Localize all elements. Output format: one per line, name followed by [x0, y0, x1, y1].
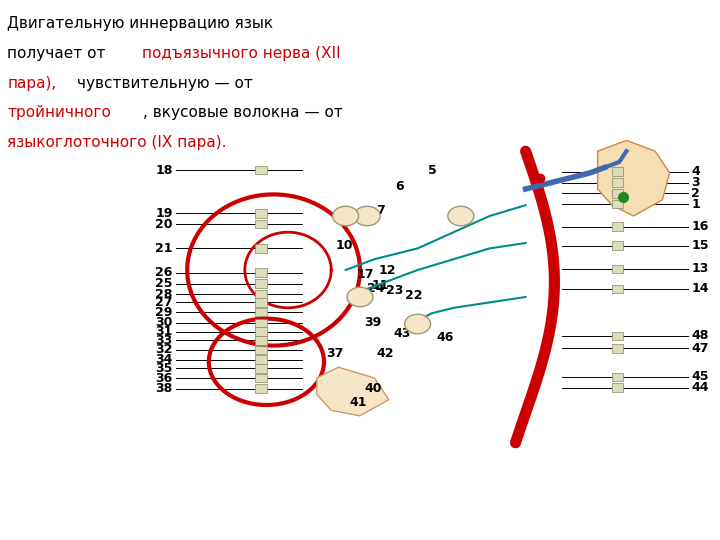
- Text: 3: 3: [691, 176, 700, 189]
- Text: тройничного: тройничного: [7, 105, 111, 120]
- Text: 23: 23: [386, 284, 403, 297]
- Text: 22: 22: [405, 289, 423, 302]
- Bar: [256, 319, 267, 327]
- Text: 21: 21: [156, 242, 173, 255]
- Text: 33: 33: [156, 334, 173, 347]
- Bar: [256, 209, 267, 218]
- Text: 46: 46: [436, 331, 454, 344]
- Text: 11: 11: [372, 279, 389, 292]
- Text: 20: 20: [156, 218, 173, 231]
- Text: 2: 2: [691, 187, 700, 200]
- Text: 43: 43: [393, 327, 410, 340]
- Text: 15: 15: [691, 239, 708, 252]
- Bar: [612, 178, 623, 187]
- Text: 35: 35: [156, 362, 173, 375]
- Text: чувствительную — от: чувствительную — от: [72, 76, 253, 91]
- Text: 1: 1: [691, 198, 700, 211]
- Bar: [612, 200, 623, 208]
- Bar: [612, 167, 623, 176]
- Bar: [612, 373, 623, 381]
- Bar: [612, 189, 623, 198]
- Text: 29: 29: [156, 306, 173, 319]
- Bar: [612, 383, 623, 392]
- Text: 44: 44: [691, 381, 708, 394]
- Text: 5: 5: [428, 164, 436, 177]
- Polygon shape: [598, 140, 670, 216]
- Text: 37: 37: [326, 347, 343, 360]
- Bar: [256, 279, 267, 288]
- Text: 25: 25: [156, 277, 173, 290]
- Bar: [612, 241, 623, 250]
- Text: 48: 48: [691, 329, 708, 342]
- Text: 47: 47: [691, 342, 708, 355]
- Text: 9: 9: [340, 207, 348, 220]
- Text: 8: 8: [359, 207, 368, 220]
- Bar: [256, 336, 267, 345]
- Text: 42: 42: [377, 347, 394, 360]
- Text: 40: 40: [364, 382, 382, 395]
- Text: 28: 28: [156, 288, 173, 301]
- Text: 18: 18: [156, 164, 173, 177]
- Bar: [256, 364, 267, 373]
- Text: 34: 34: [156, 353, 173, 366]
- Text: 10: 10: [336, 239, 353, 252]
- Circle shape: [333, 206, 359, 226]
- Circle shape: [448, 206, 474, 226]
- Text: 31: 31: [156, 325, 173, 338]
- Text: 4: 4: [691, 165, 700, 178]
- Text: 16: 16: [691, 220, 708, 233]
- Text: 36: 36: [156, 372, 173, 384]
- Bar: [256, 384, 267, 393]
- Bar: [256, 308, 267, 316]
- Text: получает от: получает от: [7, 46, 111, 61]
- Text: Двигательную иннервацию язык: Двигательную иннервацию язык: [7, 16, 274, 31]
- Text: 39: 39: [364, 316, 382, 329]
- Circle shape: [354, 206, 380, 226]
- Bar: [256, 290, 267, 299]
- Text: 14: 14: [691, 282, 708, 295]
- Polygon shape: [317, 367, 389, 416]
- Bar: [256, 268, 267, 277]
- Bar: [612, 222, 623, 231]
- Text: подъязычного нерва (XII: подъязычного нерва (XII: [142, 46, 341, 61]
- Text: 45: 45: [691, 370, 708, 383]
- Text: 19: 19: [156, 207, 173, 220]
- Circle shape: [405, 314, 431, 334]
- Text: , вкусовые волокна — от: , вкусовые волокна — от: [143, 105, 343, 120]
- Text: 26: 26: [156, 266, 173, 279]
- Bar: [256, 374, 267, 382]
- Text: пара),: пара),: [7, 76, 56, 91]
- Bar: [256, 166, 267, 174]
- Text: 38: 38: [156, 382, 173, 395]
- Text: 6: 6: [395, 180, 404, 193]
- Bar: [612, 265, 623, 273]
- Bar: [256, 355, 267, 364]
- Bar: [256, 327, 267, 336]
- Text: 12: 12: [379, 264, 396, 276]
- Text: 32: 32: [156, 343, 173, 356]
- Text: 30: 30: [156, 316, 173, 329]
- Text: 13: 13: [691, 262, 708, 275]
- Bar: [256, 244, 267, 253]
- Bar: [612, 285, 623, 293]
- Bar: [256, 298, 267, 307]
- Circle shape: [347, 287, 373, 307]
- Bar: [256, 346, 267, 354]
- Text: 41: 41: [350, 396, 367, 409]
- Text: 7: 7: [376, 204, 384, 217]
- Text: 24: 24: [367, 282, 384, 295]
- Text: языкоглоточного (IX пара).: языкоглоточного (IX пара).: [7, 135, 227, 150]
- Bar: [612, 344, 623, 353]
- Text: 17: 17: [357, 268, 374, 281]
- Bar: [256, 220, 267, 228]
- Bar: [612, 332, 623, 340]
- Text: 27: 27: [156, 296, 173, 309]
